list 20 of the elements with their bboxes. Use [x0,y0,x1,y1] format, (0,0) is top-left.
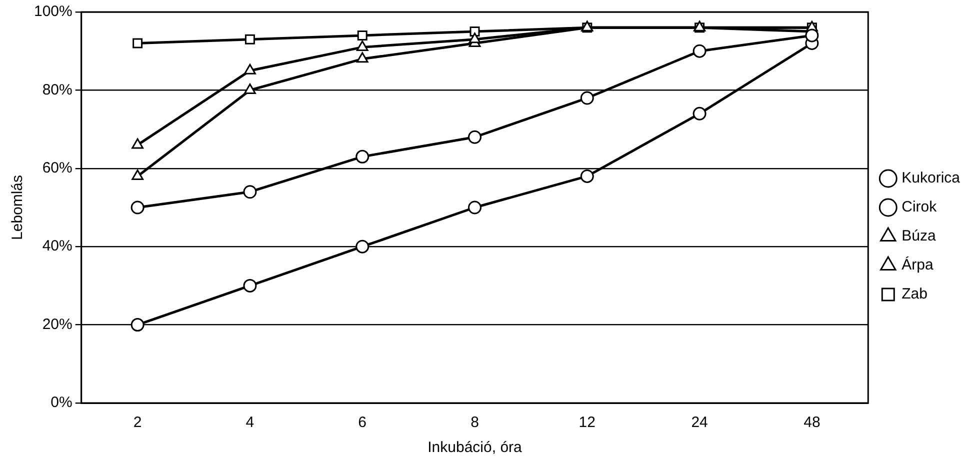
y-tick-label: 20% [42,316,72,333]
x-tick-label: 48 [804,414,820,432]
x-tick-label: 12 [578,414,596,432]
legend-label: Kukorica [902,170,961,187]
x-tick-label: 24 [691,414,708,432]
x-tick-label: 4 [246,414,254,432]
y-tick-label: 40% [42,238,72,255]
x-tick-label: 6 [358,414,367,432]
y-tick-label: 80% [42,81,72,98]
y-tick-label: 60% [42,160,72,177]
x-axis-title: Inkubáció, óra [428,439,523,456]
y-axis-title: Lebomlás [9,174,26,240]
legend-label: Árpa [902,256,934,274]
x-tick-label: 2 [133,414,142,432]
legend-label: Búza [902,228,936,245]
legend-label: Zab [902,286,928,303]
y-tick-label: 100% [34,3,72,20]
legend-label: Cirok [902,198,938,216]
x-tick-label: 8 [470,414,479,432]
y-tick-label: 0% [50,394,72,412]
